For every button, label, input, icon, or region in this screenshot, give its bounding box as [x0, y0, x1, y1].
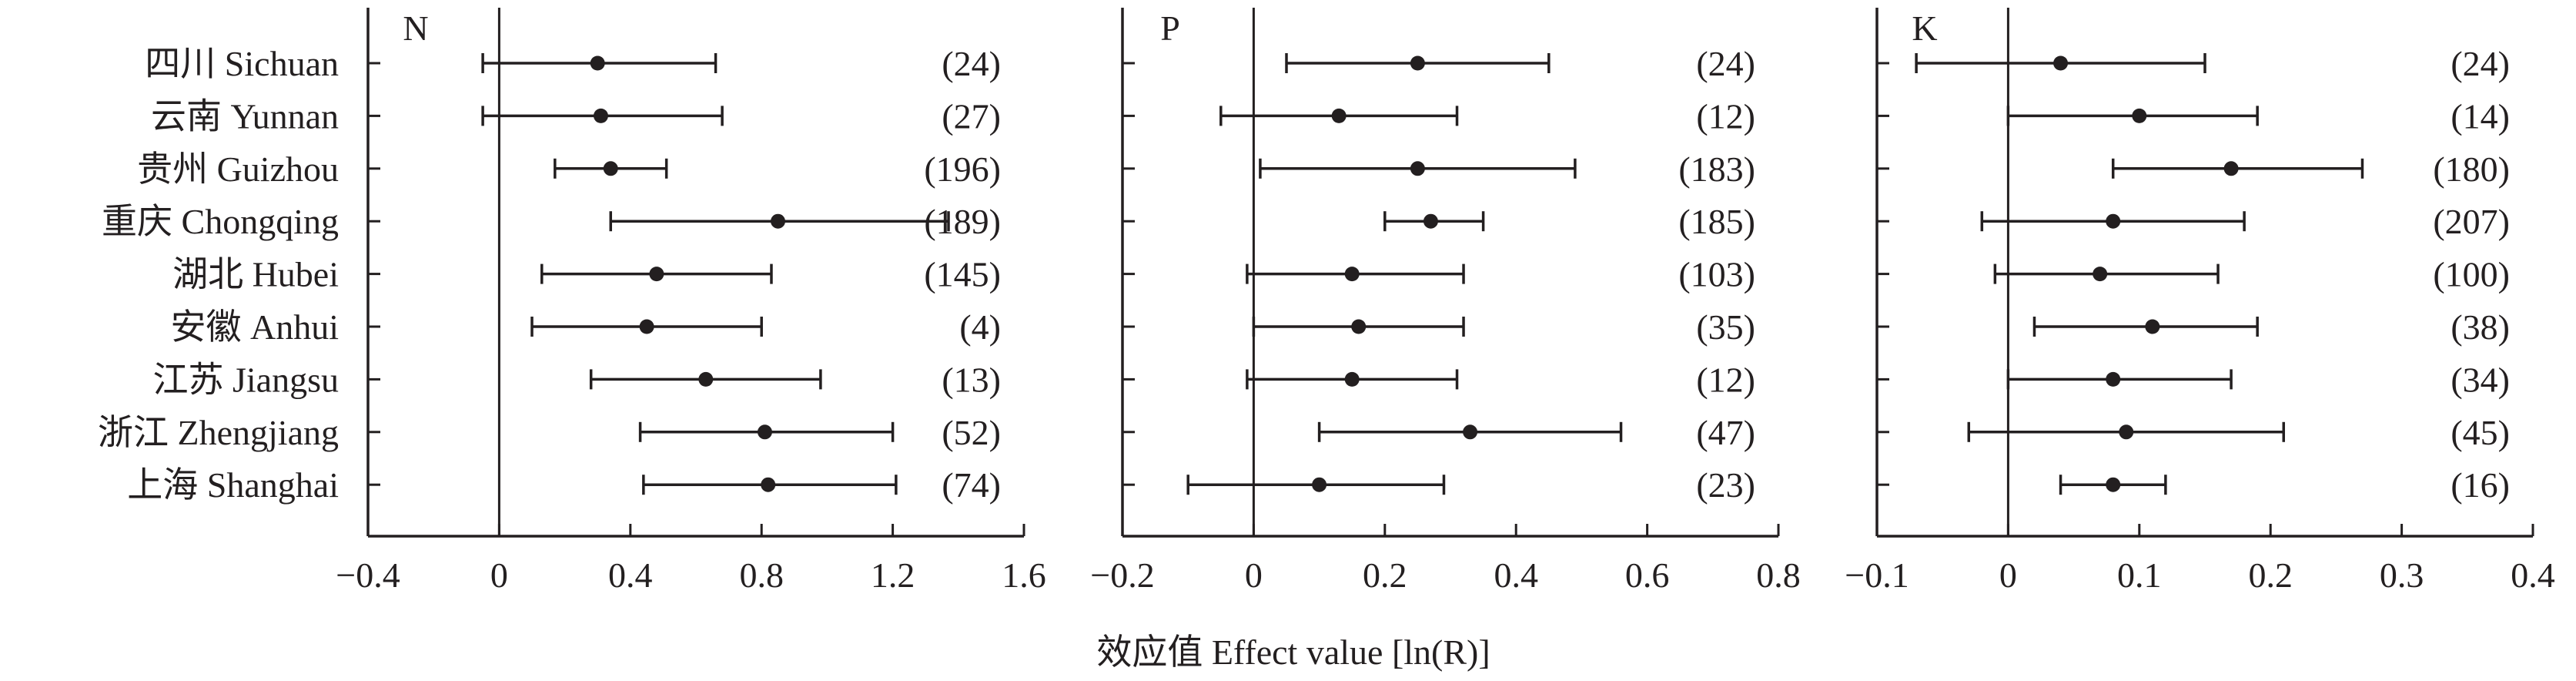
category-label: 浙江 Zhengjiang [98, 413, 339, 452]
x-axis-label: 效应值 Effect value [ln(R)] [1096, 632, 1490, 672]
sample-size-label: (12) [1696, 96, 1755, 136]
x-tick-label: 0.1 [2117, 555, 2162, 595]
x-tick-label: 1.6 [1002, 555, 1046, 595]
sample-size-label: (14) [2451, 96, 2510, 136]
sample-size-label: (38) [2451, 307, 2510, 347]
x-tick-label: 0.4 [2511, 555, 2555, 595]
sample-size-label: (183) [1678, 149, 1755, 189]
sample-size-label: (4) [959, 307, 1001, 347]
mean-point [1410, 161, 1425, 176]
mean-point [761, 477, 776, 492]
mean-point [649, 267, 664, 282]
sample-size-label: (103) [1678, 255, 1755, 294]
x-tick-label: 1.2 [871, 555, 915, 595]
mean-point [1312, 477, 1327, 492]
panel-p: −0.2 0 0.2 0.4 0.6 0.8 P (24) (12) (183) (185) (103… [1090, 8, 1801, 595]
category-label: 上海 Shanghai [127, 465, 339, 505]
panel-title: N [403, 8, 428, 48]
mean-point [698, 371, 714, 387]
sample-size-label: (47) [1696, 413, 1755, 452]
mean-point [2106, 371, 2121, 387]
panel-k: −0.1 0 0.1 0.2 0.3 0.4 K (24) (14) (180) (207) (100… [1845, 8, 2555, 595]
panel-title: K [1912, 8, 1937, 48]
mean-point [1344, 371, 1360, 387]
category-label: 江苏 Jiangsu [153, 360, 340, 399]
x-tick-label: 0.3 [2380, 555, 2424, 595]
x-tick-label: −0.1 [1845, 555, 1909, 595]
x-tick-label: 0 [1245, 555, 1263, 595]
category-label: 云南 Yunnan [151, 96, 339, 136]
sample-size-label: (189) [924, 202, 1001, 241]
sample-size-label: (23) [1696, 465, 1755, 505]
mean-point [2223, 161, 2239, 176]
sample-size-label: (45) [2451, 413, 2510, 452]
panels: −0.4 0 0.4 0.8 1.2 1.6 N (24) (27) (196) (189) (145… [336, 8, 2555, 595]
mean-point [2132, 108, 2147, 123]
mean-point [1410, 55, 1425, 71]
mean-point [1331, 108, 1347, 123]
sample-size-label: (74) [942, 465, 1001, 505]
category-label: 贵州 Guizhou [137, 149, 339, 189]
x-tick-label: 0.6 [1625, 555, 1670, 595]
mean-point [757, 424, 772, 440]
sample-size-label: (207) [2433, 202, 2510, 241]
mean-point [2119, 424, 2134, 440]
sample-size-label: (24) [942, 44, 1001, 83]
mean-point [1351, 319, 1367, 334]
sample-size-label: (185) [1678, 202, 1755, 241]
x-tick-label: 0 [1999, 555, 2017, 595]
sample-size-label: (145) [924, 255, 1001, 294]
x-tick-label: 0.4 [608, 555, 653, 595]
x-tick-label: 0.8 [1756, 555, 1801, 595]
sample-size-label: (52) [942, 413, 1001, 452]
mean-point [2093, 267, 2108, 282]
sample-size-label: (13) [942, 360, 1001, 399]
mean-point [1463, 424, 1478, 440]
sample-size-label: (24) [1696, 44, 1755, 83]
panel-n: −0.4 0 0.4 0.8 1.2 1.6 N (24) (27) (196) (189) (145… [336, 8, 1046, 595]
mean-point [1423, 213, 1438, 229]
sample-size-label: (35) [1696, 307, 1755, 347]
mean-point [2106, 477, 2121, 492]
sample-size-label: (16) [2451, 465, 2510, 505]
sample-size-label: (12) [1696, 360, 1755, 399]
category-label: 四川 Sichuan [145, 44, 339, 83]
sample-size-label: (196) [924, 149, 1001, 189]
x-tick-label: −0.2 [1090, 555, 1154, 595]
panel-title: P [1160, 8, 1180, 48]
x-tick-label: 0 [490, 555, 508, 595]
category-label: 重庆 Chongqing [102, 202, 339, 241]
x-tick-label: 0.2 [2248, 555, 2293, 595]
x-tick-label: 0.4 [1494, 555, 1538, 595]
x-tick-label: 0.8 [739, 555, 784, 595]
x-tick-label: 0.2 [1363, 555, 1407, 595]
sample-size-label: (100) [2433, 255, 2510, 294]
category-label: 安徽 Anhui [171, 307, 340, 347]
mean-point [771, 213, 785, 229]
mean-point [2145, 319, 2160, 334]
mean-point [2106, 213, 2121, 229]
category-label: 湖北 Hubei [172, 255, 339, 294]
sample-size-label: (24) [2451, 44, 2510, 83]
sample-size-label: (34) [2451, 360, 2510, 399]
sample-size-label: (27) [942, 96, 1001, 136]
mean-point [1344, 267, 1360, 282]
x-tick-label: −0.4 [336, 555, 400, 595]
category-labels: 四川 Sichuan 云南 Yunnan 贵州 Guizhou 重庆 Chongqin… [98, 44, 339, 505]
mean-point [590, 55, 605, 71]
sample-size-label: (180) [2433, 149, 2510, 189]
mean-point [593, 108, 608, 123]
mean-point [639, 319, 654, 334]
mean-point [603, 161, 618, 176]
mean-point [2053, 55, 2069, 71]
